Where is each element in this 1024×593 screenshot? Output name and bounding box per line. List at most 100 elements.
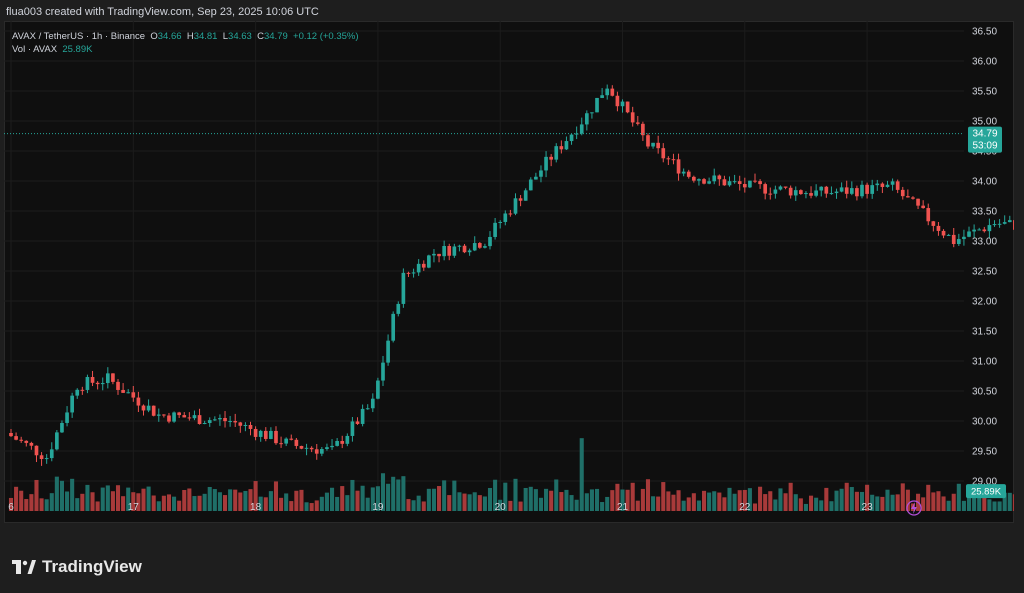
- y-tick-label: 35.00: [972, 117, 997, 128]
- volume-bar: [75, 498, 80, 511]
- candle-body: [503, 213, 508, 222]
- candle-body: [60, 422, 64, 433]
- candle-body: [656, 142, 661, 149]
- candle-body: [579, 124, 584, 134]
- volume-bar: [350, 479, 355, 511]
- volume-bar: [742, 489, 747, 511]
- volume-bar: [783, 493, 788, 511]
- candle-body: [248, 424, 253, 429]
- y-tick-label: 29.50: [972, 447, 997, 458]
- candle-body: [661, 148, 666, 159]
- volume-bar: [722, 497, 727, 511]
- candle-body: [982, 229, 987, 232]
- candle-body: [284, 438, 289, 444]
- volume-bar: [717, 492, 722, 511]
- volume-bar: [849, 487, 854, 511]
- candle-body: [19, 439, 24, 441]
- volume-bar: [732, 493, 737, 511]
- candle-body: [564, 141, 569, 150]
- volume-bar: [559, 492, 564, 511]
- volume-bar: [701, 490, 707, 511]
- volume-bar: [538, 497, 544, 511]
- volume-bar: [370, 487, 375, 511]
- candle-body: [182, 415, 187, 418]
- tradingview-logo[interactable]: TradingView: [12, 557, 142, 577]
- candle-body: [269, 430, 273, 439]
- volume-label[interactable]: Vol · AVAX: [12, 44, 58, 55]
- volume-value: 25.89K: [62, 44, 93, 55]
- candle-body: [911, 197, 915, 199]
- volume-bar: [110, 491, 115, 511]
- volume-bar: [890, 494, 895, 511]
- volume-bar: [90, 492, 95, 511]
- candle-body: [350, 421, 355, 436]
- y-tick-label: 30.50: [972, 387, 997, 398]
- volume-bar: [14, 486, 19, 511]
- volume-bar: [936, 491, 941, 511]
- volume-legend: Vol · AVAX 25.89K: [12, 44, 92, 55]
- volume-bar: [712, 491, 717, 511]
- volume-bar: [8, 497, 14, 511]
- candle-body: [962, 236, 966, 240]
- volume-bar: [324, 492, 329, 511]
- volume-bar: [396, 479, 401, 511]
- candle-body: [967, 231, 971, 237]
- candle-body: [488, 236, 492, 247]
- volume-bar: [574, 499, 579, 511]
- y-tick-label: 33.00: [972, 237, 997, 248]
- volume-bar: [182, 490, 187, 511]
- volume-bar: [564, 489, 569, 511]
- volume-bar: [253, 481, 258, 511]
- candle-body: [253, 428, 258, 437]
- candle-body: [381, 362, 385, 381]
- candle-body: [569, 134, 574, 142]
- price-chart[interactable]: 29.00 29.50 30.00 30.50 31.00 31.50 32.00 32.50…: [4, 21, 1014, 523]
- volume-bar: [875, 496, 880, 511]
- ohlc-legend: AVAX / TetherUS · 1h · Binance O34.66 H3…: [12, 31, 359, 42]
- candle-body: [274, 430, 278, 444]
- candle-body: [946, 234, 951, 236]
- chart-panel[interactable]: [4, 21, 1014, 523]
- candle-body: [14, 436, 18, 440]
- x-tick-label: 18: [250, 502, 262, 513]
- volume-bar: [946, 500, 951, 511]
- lightning-icon[interactable]: [906, 500, 922, 516]
- candle-body: [233, 421, 238, 423]
- volume-bar: [569, 495, 574, 511]
- symbol-label[interactable]: AVAX / TetherUS · 1h · Binance: [12, 31, 146, 42]
- candle-body: [865, 184, 869, 194]
- candle-body: [202, 422, 207, 425]
- volume-bar: [859, 491, 865, 511]
- volume-bar: [865, 484, 870, 511]
- candle-body: [600, 95, 604, 98]
- volume-bar: [243, 490, 248, 511]
- volume-bar: [289, 501, 294, 511]
- volume-bar: [696, 500, 701, 511]
- candle-body: [314, 449, 319, 454]
- volume-bar: [156, 501, 161, 511]
- y-tick-label: 34.00: [972, 177, 997, 188]
- volume-bar: [809, 495, 814, 511]
- y-tick-label: 32.50: [972, 267, 997, 278]
- volume-bar: [727, 487, 732, 511]
- volume-bar: [482, 496, 487, 511]
- volume-bar: [136, 493, 141, 511]
- volume-bar: [1012, 494, 1014, 511]
- candle-body: [472, 243, 477, 251]
- volume-bar: [707, 492, 712, 511]
- candle-body: [355, 421, 360, 424]
- candle-body: [956, 239, 961, 245]
- candle-body: [819, 186, 824, 191]
- volume-bar: [100, 487, 105, 511]
- candle-body: [427, 255, 431, 268]
- volume-bar: [222, 495, 228, 511]
- volume-bar: [228, 489, 233, 511]
- volume-bar: [391, 476, 396, 511]
- x-tick-label: 6: [8, 502, 14, 513]
- volume-bar: [44, 499, 49, 511]
- candle-body: [768, 193, 773, 195]
- volume-bar: [640, 488, 645, 511]
- volume-bar: [788, 482, 793, 511]
- candle-body: [105, 373, 110, 384]
- volume-badge: 25.89K: [966, 484, 1006, 499]
